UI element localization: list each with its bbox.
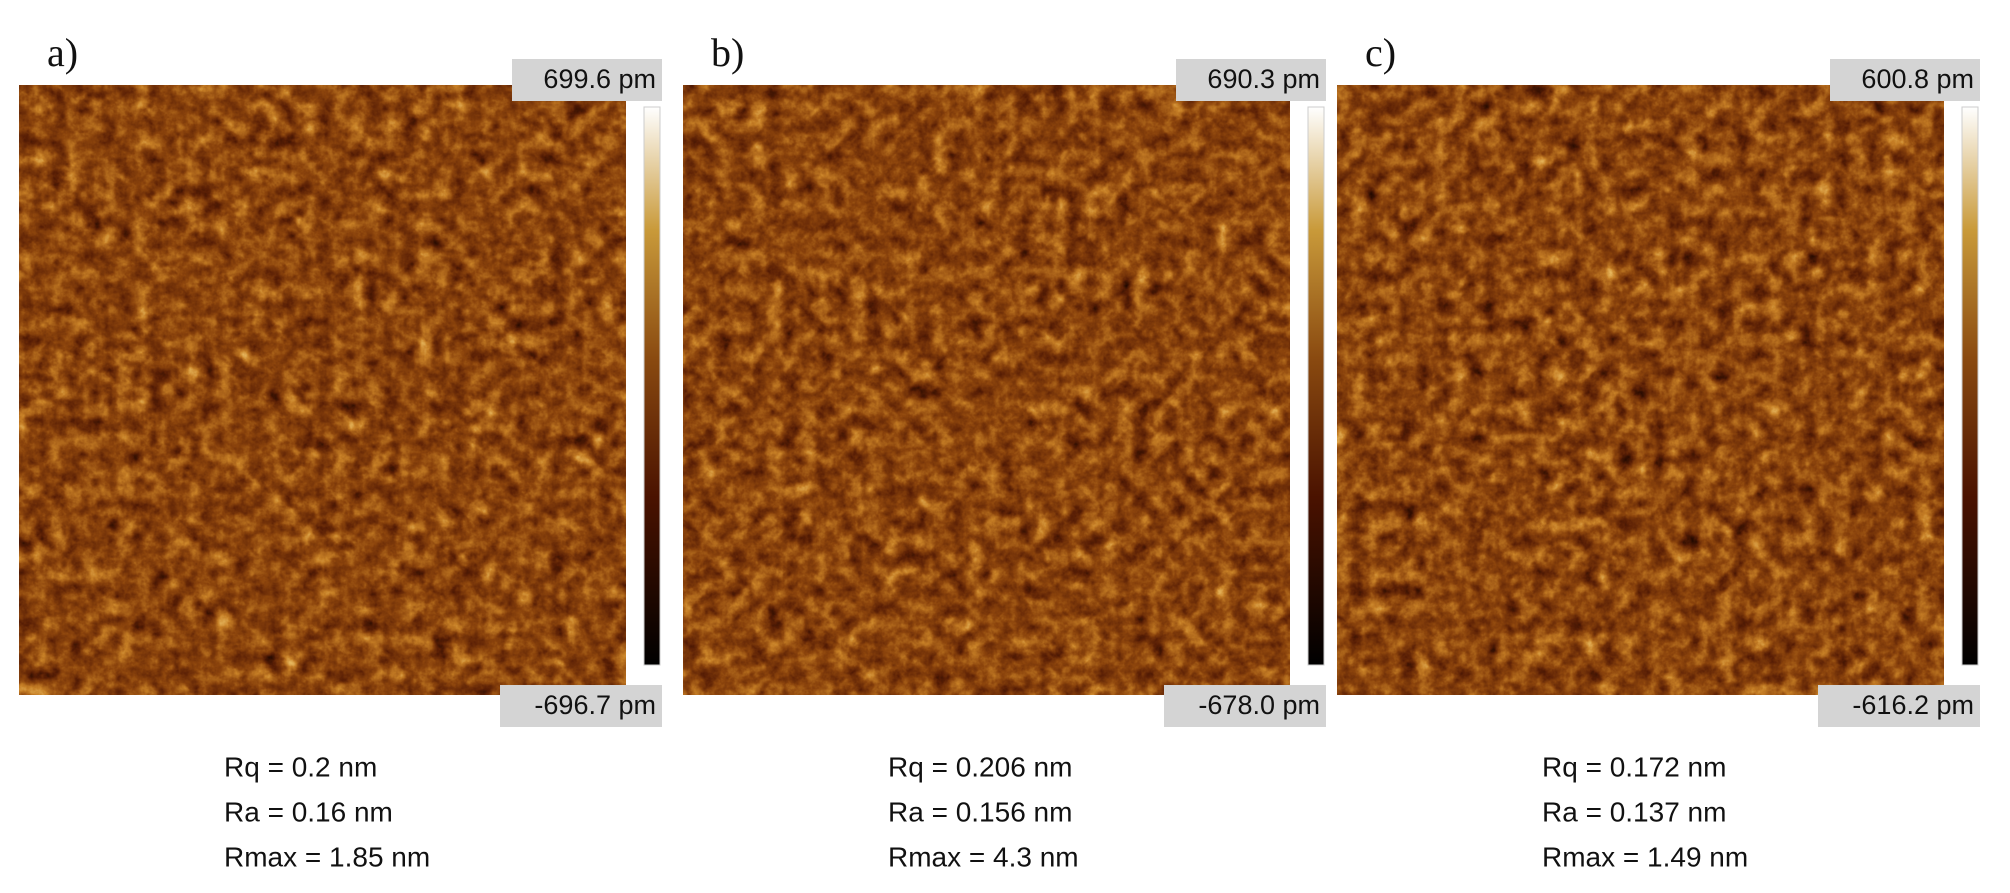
roughness-stat: Rq = 0.2 nm xyxy=(224,751,377,782)
min-label: -678.0 pm xyxy=(1198,690,1320,720)
max-label: 699.6 pm xyxy=(543,64,656,94)
roughness-stat: Rmax = 4.3 nm xyxy=(888,841,1079,872)
min-label-box xyxy=(1818,685,1980,727)
panel-label: a) xyxy=(47,30,78,75)
panel: b) 690.3 pm -678.0 pm Rq = 0.206 nm Ra = 0.1… xyxy=(683,30,1326,872)
max-label: 600.8 pm xyxy=(1861,64,1974,94)
color-bar xyxy=(1307,106,1325,666)
max-label: 690.3 pm xyxy=(1207,64,1320,94)
roughness-stat: Ra = 0.156 nm xyxy=(888,796,1072,827)
afm-image xyxy=(683,85,1290,695)
roughness-stat: Ra = 0.137 nm xyxy=(1542,796,1726,827)
min-label: -616.2 pm xyxy=(1852,690,1974,720)
roughness-stat: Rmax = 1.49 nm xyxy=(1542,841,1748,872)
max-label-box xyxy=(1176,59,1326,101)
panel-label: c) xyxy=(1365,30,1396,75)
panel-label: b) xyxy=(711,30,744,75)
min-label-box xyxy=(1164,685,1326,727)
roughness-stat: Rmax = 1.85 nm xyxy=(224,841,430,872)
color-bar xyxy=(1961,106,1979,666)
max-label-box xyxy=(512,59,662,101)
afm-image xyxy=(1337,85,1944,695)
roughness-stat: Ra = 0.16 nm xyxy=(224,796,393,827)
roughness-stat: Rq = 0.206 nm xyxy=(888,751,1072,782)
afm-image xyxy=(19,85,626,695)
min-label-box xyxy=(500,685,662,727)
roughness-stat: Rq = 0.172 nm xyxy=(1542,751,1726,782)
panel: a) 699.6 pm -696.7 pm Rq = 0.2 nm Ra = 0.16 … xyxy=(19,30,662,872)
color-bar xyxy=(643,106,661,666)
min-label: -696.7 pm xyxy=(534,690,656,720)
panel: c) 600.8 pm -616.2 pm Rq = 0.172 nm Ra = 0.1… xyxy=(1337,30,1980,872)
max-label-box xyxy=(1830,59,1980,101)
